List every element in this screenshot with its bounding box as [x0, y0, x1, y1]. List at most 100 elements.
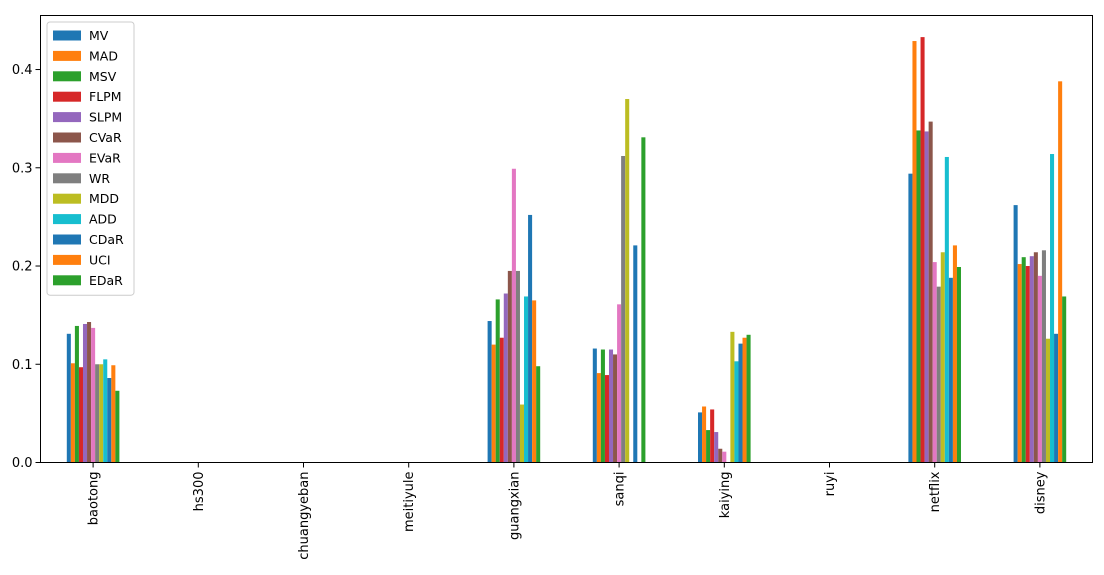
legend-label-mad: MAD — [89, 48, 118, 63]
bar-slpm-netflix — [924, 131, 929, 463]
bar-cdar-guangxian — [528, 214, 533, 463]
x-tick-label-meitiyule: meitiyule — [402, 472, 417, 533]
bar-mad-baotong — [70, 363, 75, 463]
bar-wr-guangxian — [515, 270, 520, 463]
bar-uci-baotong — [111, 365, 116, 463]
bar-mdd-sanqi — [625, 99, 630, 463]
bar-slpm-sanqi — [608, 349, 614, 463]
bar-edar-kaiying — [746, 334, 751, 463]
bar-mad-kaiying — [702, 406, 707, 463]
legend-swatch-wr — [53, 173, 81, 184]
bar-flpm-guangxian — [499, 337, 504, 463]
bar-mdd-netflix — [940, 252, 945, 463]
y-axis: 0.0 0.1 0.2 0.3 0.4 — [12, 63, 41, 471]
bar-mad-sanqi — [596, 373, 601, 463]
bar-msv-guangxian — [495, 299, 500, 463]
bar-add-kaiying — [734, 361, 739, 463]
legend-swatch-uci — [53, 254, 81, 265]
legend-swatch-cvar — [53, 132, 81, 143]
bar-cdar-sanqi — [633, 245, 638, 463]
bar-uci-kaiying — [742, 337, 747, 463]
legend-label-uci: UCI — [89, 252, 111, 267]
bar-slpm-kaiying — [714, 432, 719, 463]
legend-label-add: ADD — [89, 212, 117, 227]
bar-mdd-disney — [1045, 338, 1051, 463]
bar-wr-disney — [1041, 250, 1046, 463]
bar-slpm-disney — [1029, 256, 1034, 463]
y-tick-label: 0.2 — [12, 260, 33, 275]
bar-slpm-baotong — [82, 323, 88, 463]
x-tick-label-netflix: netflix — [928, 471, 943, 512]
bar-slpm-guangxian — [503, 293, 508, 463]
bar-mv-kaiying — [698, 412, 703, 463]
legend-swatch-evar — [53, 152, 81, 163]
y-tick-label: 0.4 — [12, 63, 33, 78]
bar-msv-netflix — [916, 130, 921, 463]
legend-label-mdd: MDD — [89, 191, 119, 206]
legend-swatch-add — [53, 214, 81, 225]
bar-add-guangxian — [524, 296, 529, 463]
bar-flpm-sanqi — [604, 375, 609, 463]
bar-wr-baotong — [95, 364, 100, 463]
bar-cvar-kaiying — [718, 448, 723, 463]
bar-mv-baotong — [66, 333, 71, 463]
bar-evar-sanqi — [617, 304, 622, 463]
bar-msv-disney — [1021, 257, 1026, 463]
legend-label-msv: MSV — [89, 69, 117, 84]
bar-mad-disney — [1017, 264, 1022, 463]
bar-cvar-guangxian — [507, 270, 512, 463]
bar-uci-disney — [1058, 81, 1063, 463]
legend-swatch-edar — [53, 275, 81, 286]
legend-label-wr: WR — [89, 171, 110, 186]
x-tick-label-disney: disney — [1033, 471, 1048, 514]
bar-flpm-kaiying — [710, 409, 715, 463]
bar-evar-kaiying — [722, 451, 727, 463]
legend: MV MAD MSV FLPM SLPM CVaR EVaR WR MDD ADD CDaR UCI E… — [46, 21, 135, 296]
bar-flpm-netflix — [920, 37, 925, 463]
bar-cvar-sanqi — [613, 354, 618, 463]
legend-swatch-mdd — [53, 193, 81, 204]
bar-evar-netflix — [932, 262, 937, 463]
y-tick-label: 0.0 — [12, 456, 33, 471]
x-tick-label-hs300: hs300 — [192, 472, 207, 512]
legend-label-slpm: SLPM — [89, 110, 122, 125]
bar-flpm-baotong — [78, 367, 83, 463]
bar-add-baotong — [103, 359, 108, 463]
legend-label-edar: EDaR — [89, 273, 123, 288]
bar-edar-sanqi — [641, 137, 646, 463]
bar-mdd-kaiying — [730, 331, 735, 463]
bar-add-netflix — [944, 156, 949, 463]
bar-flpm-disney — [1025, 266, 1030, 463]
bar-evar-disney — [1037, 275, 1042, 463]
bar-cvar-netflix — [928, 121, 933, 463]
bar-mad-netflix — [912, 41, 917, 463]
y-tick-label: 0.1 — [12, 358, 33, 373]
bar-mv-netflix — [908, 173, 913, 463]
bar-evar-baotong — [91, 327, 96, 463]
legend-label-cdar: CDaR — [89, 232, 124, 247]
bar-mdd-baotong — [99, 364, 104, 463]
bar-add-disney — [1050, 154, 1055, 463]
bar-edar-netflix — [956, 267, 961, 463]
bar-uci-netflix — [952, 245, 957, 463]
legend-label-cvar: CVaR — [89, 130, 122, 145]
bar-wr-sanqi — [621, 155, 626, 463]
legend-swatch-mv — [53, 30, 81, 41]
legend-label-evar: EVaR — [89, 150, 121, 165]
bar-cdar-kaiying — [738, 343, 743, 463]
legend-swatch-cdar — [53, 234, 81, 245]
bar-uci-guangxian — [532, 300, 537, 463]
x-tick-label-baotong: baotong — [87, 472, 102, 526]
bar-mv-sanqi — [592, 348, 597, 463]
bar-edar-baotong — [115, 390, 120, 463]
bar-mv-disney — [1013, 205, 1018, 463]
legend-swatch-slpm — [53, 112, 81, 123]
plot-frame — [40, 15, 1093, 463]
y-tick-label: 0.3 — [12, 161, 33, 176]
bar-cdar-baotong — [107, 378, 112, 463]
bar-msv-sanqi — [600, 349, 605, 463]
bar-evar-guangxian — [511, 168, 516, 463]
bar-msv-baotong — [74, 325, 79, 463]
x-tick-label-sanqi: sanqi — [613, 472, 628, 507]
